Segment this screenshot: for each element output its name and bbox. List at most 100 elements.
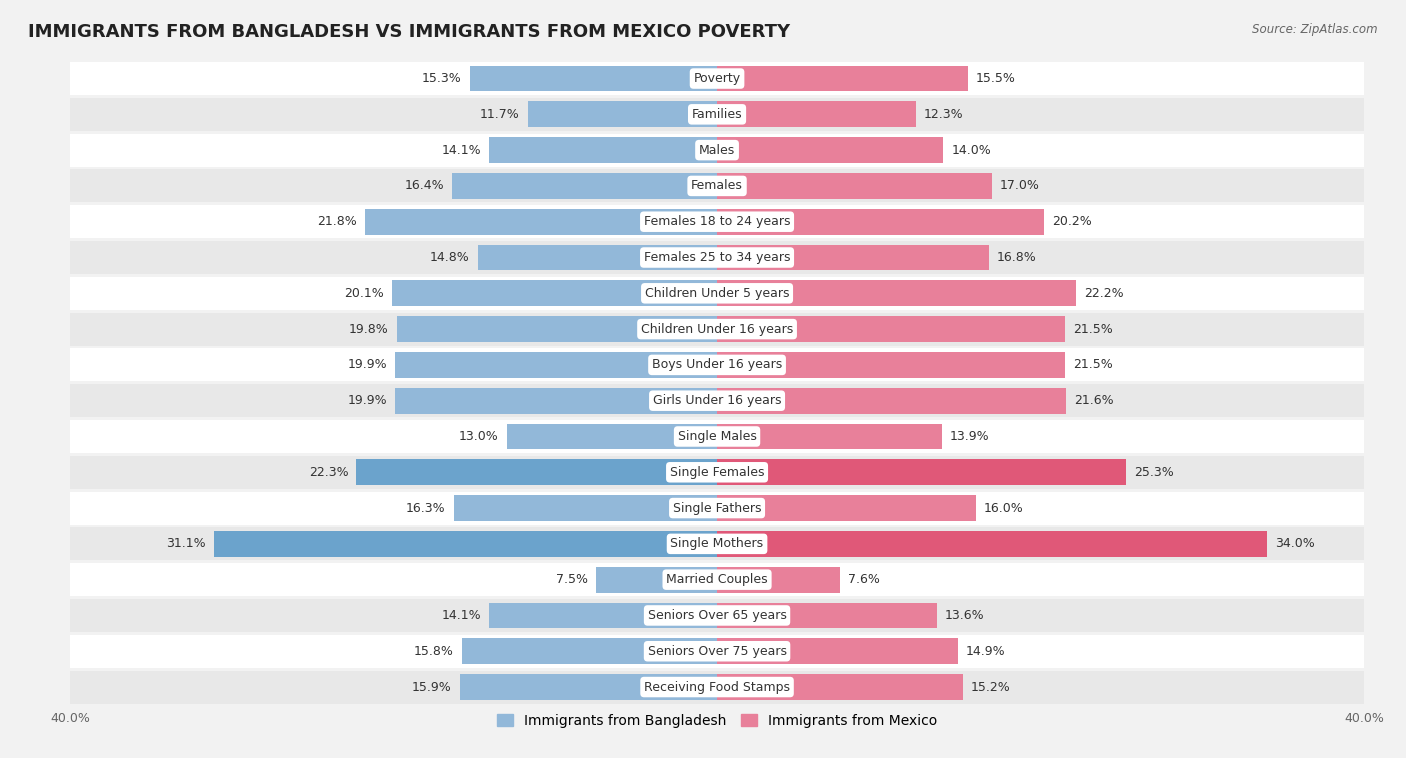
Text: 14.1%: 14.1% [441,143,481,157]
Bar [717,245,988,271]
Bar [527,102,717,127]
Text: Married Couples: Married Couples [666,573,768,586]
Text: 21.5%: 21.5% [1073,359,1112,371]
Bar [70,98,1364,131]
Text: 14.8%: 14.8% [430,251,470,264]
Text: Receiving Food Stamps: Receiving Food Stamps [644,681,790,694]
Bar [717,352,1064,377]
Text: 13.0%: 13.0% [458,430,499,443]
Text: 31.1%: 31.1% [166,537,207,550]
Bar [717,567,839,593]
Text: 34.0%: 34.0% [1275,537,1315,550]
Bar [70,170,1364,202]
Bar [70,456,1364,489]
Text: 25.3%: 25.3% [1135,465,1174,479]
Bar [506,424,717,449]
Bar [70,62,1364,95]
Bar [489,137,717,163]
Bar [395,352,717,377]
Text: 17.0%: 17.0% [1000,180,1040,193]
Text: Girls Under 16 years: Girls Under 16 years [652,394,782,407]
Bar [717,495,976,521]
Bar [461,638,717,664]
Text: 12.3%: 12.3% [924,108,963,121]
Text: Females: Females [692,180,742,193]
Bar [357,459,717,485]
Text: 7.5%: 7.5% [555,573,588,586]
Bar [717,316,1064,342]
Text: 15.3%: 15.3% [422,72,461,85]
Bar [70,671,1364,703]
Text: IMMIGRANTS FROM BANGLADESH VS IMMIGRANTS FROM MEXICO POVERTY: IMMIGRANTS FROM BANGLADESH VS IMMIGRANTS… [28,23,790,41]
Bar [70,563,1364,596]
Text: 21.5%: 21.5% [1073,323,1112,336]
Bar [70,528,1364,560]
Text: Single Mothers: Single Mothers [671,537,763,550]
Text: 15.9%: 15.9% [412,681,451,694]
Text: 13.9%: 13.9% [950,430,990,443]
Text: 16.3%: 16.3% [406,502,446,515]
Bar [70,133,1364,167]
Bar [70,492,1364,525]
Text: 20.1%: 20.1% [344,287,384,300]
Bar [470,66,717,92]
Bar [717,459,1126,485]
Text: Seniors Over 75 years: Seniors Over 75 years [648,645,786,658]
Bar [70,277,1364,310]
Bar [396,316,717,342]
Bar [717,638,957,664]
Text: 19.9%: 19.9% [347,394,387,407]
Text: 19.9%: 19.9% [347,359,387,371]
Text: 14.9%: 14.9% [966,645,1005,658]
Text: 16.8%: 16.8% [997,251,1036,264]
Bar [717,173,993,199]
Bar [214,531,717,557]
Text: 14.0%: 14.0% [952,143,991,157]
Bar [717,531,1267,557]
Bar [70,634,1364,668]
Text: 16.4%: 16.4% [404,180,444,193]
Text: 15.5%: 15.5% [976,72,1015,85]
Bar [364,208,717,234]
Bar [478,245,717,271]
Bar [717,66,967,92]
Text: 21.8%: 21.8% [316,215,357,228]
Bar [717,424,942,449]
Text: Single Females: Single Females [669,465,765,479]
Bar [70,599,1364,632]
Bar [717,208,1043,234]
Text: 21.6%: 21.6% [1074,394,1114,407]
Bar [717,674,963,700]
Bar [717,280,1076,306]
Text: Seniors Over 65 years: Seniors Over 65 years [648,609,786,622]
Text: 16.0%: 16.0% [984,502,1024,515]
Text: Poverty: Poverty [693,72,741,85]
Legend: Immigrants from Bangladesh, Immigrants from Mexico: Immigrants from Bangladesh, Immigrants f… [491,708,943,734]
Bar [717,603,936,628]
Bar [717,137,943,163]
Bar [460,674,717,700]
Text: Single Fathers: Single Fathers [673,502,761,515]
Text: Single Males: Single Males [678,430,756,443]
Bar [717,388,1066,414]
Bar [596,567,717,593]
Text: Females 18 to 24 years: Females 18 to 24 years [644,215,790,228]
Text: 11.7%: 11.7% [479,108,520,121]
Bar [70,205,1364,238]
Text: Families: Families [692,108,742,121]
Text: 14.1%: 14.1% [441,609,481,622]
Bar [489,603,717,628]
Bar [451,173,717,199]
Text: 22.2%: 22.2% [1084,287,1123,300]
Text: 15.2%: 15.2% [972,681,1011,694]
Bar [392,280,717,306]
Text: 13.6%: 13.6% [945,609,984,622]
Bar [70,384,1364,417]
Bar [70,420,1364,453]
Text: Children Under 16 years: Children Under 16 years [641,323,793,336]
Text: 20.2%: 20.2% [1052,215,1091,228]
Text: 19.8%: 19.8% [349,323,389,336]
Bar [717,102,915,127]
Text: Boys Under 16 years: Boys Under 16 years [652,359,782,371]
Bar [395,388,717,414]
